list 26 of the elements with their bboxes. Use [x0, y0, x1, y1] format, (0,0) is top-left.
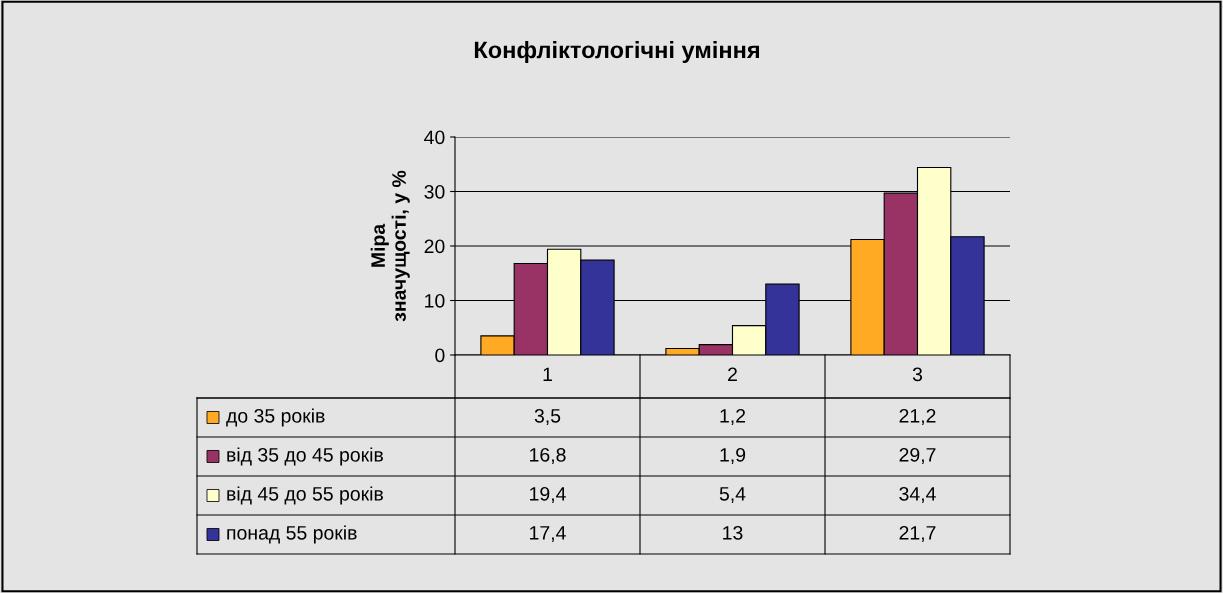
data-label: 3,5: [534, 408, 561, 426]
y-tick-label: 30: [424, 184, 445, 199]
data-label: 1,2: [720, 408, 746, 426]
y-tick-label: 10: [425, 293, 445, 308]
data-label: 5,4: [719, 487, 746, 504]
y-tick-label: 20: [424, 239, 445, 254]
data-label: 1,9: [720, 447, 746, 465]
data-label: 16,8: [530, 447, 566, 465]
x-tick-label: 3: [912, 367, 923, 382]
x-tick-label: 1: [543, 367, 552, 382]
y-tick-label: 0: [435, 348, 445, 363]
data-label: 29,7: [899, 447, 936, 465]
data-label: 17,4: [530, 526, 566, 543]
legend-label: від 45 до 55 років: [227, 486, 383, 505]
data-label: 21,2: [899, 408, 936, 426]
legend-label: понад 55 років: [227, 525, 357, 544]
y-tick-label: 40: [424, 130, 445, 145]
legend-label: до 35 років: [226, 408, 325, 427]
x-tick-label: 2: [728, 367, 737, 382]
legend-label: від 35 до 45 років: [227, 447, 383, 466]
data-label: 19,4: [530, 486, 566, 504]
chart-title: Конфліктологічні уміння: [474, 41, 760, 63]
data-label: 13: [723, 525, 743, 540]
y-axis-title: Міра значущості, у %: [370, 170, 410, 322]
data-label: 34,4: [899, 486, 936, 504]
data-label: 21,7: [899, 525, 936, 543]
